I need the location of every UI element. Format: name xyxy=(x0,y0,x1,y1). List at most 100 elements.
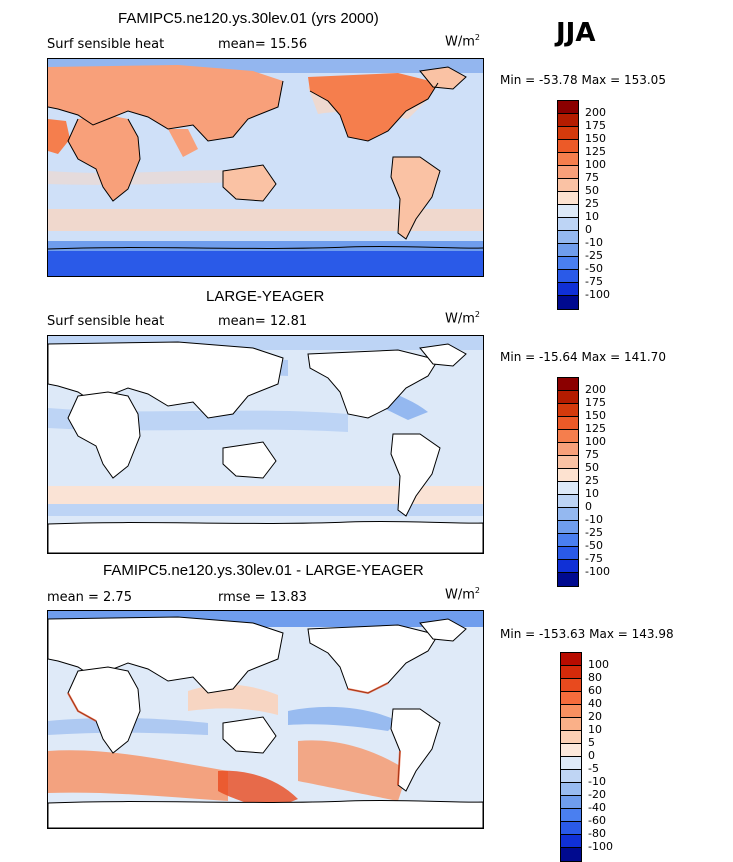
colorbar-swatch xyxy=(558,296,578,309)
panel2-colorbar-swatches xyxy=(557,377,579,587)
panel1-minmax: Min = -53.78 Max = 153.05 xyxy=(500,73,666,87)
panel3-mean-label: mean = 2.75 xyxy=(47,590,132,605)
panel3-map xyxy=(47,610,484,829)
panel2-map xyxy=(47,335,484,554)
colorbar-tick-label: -100 xyxy=(585,565,610,578)
colorbar-tick-label: -10 xyxy=(588,775,606,788)
colorbar-swatch xyxy=(561,731,581,744)
colorbar-swatch xyxy=(561,809,581,822)
colorbar-swatch xyxy=(558,482,578,495)
panel1-mean-label: mean= 15.56 xyxy=(218,37,308,52)
colorbar-swatch xyxy=(561,692,581,705)
colorbar-swatch xyxy=(561,666,581,679)
colorbar-tick-label: 125 xyxy=(585,422,606,435)
colorbar-swatch xyxy=(558,573,578,586)
colorbar-tick-label: -10 xyxy=(585,513,603,526)
colorbar-swatch xyxy=(558,495,578,508)
panel1-colorbar-swatches xyxy=(557,100,579,310)
colorbar-swatch xyxy=(558,283,578,296)
colorbar-swatch xyxy=(561,705,581,718)
colorbar-tick-label: -80 xyxy=(588,827,606,840)
colorbar-tick-label: 25 xyxy=(585,197,599,210)
colorbar-tick-label: 60 xyxy=(588,684,602,697)
colorbar-tick-label: -50 xyxy=(585,539,603,552)
colorbar-swatch xyxy=(558,270,578,283)
panel2-minmax: Min = -15.64 Max = 141.70 xyxy=(500,350,666,364)
colorbar-swatch xyxy=(561,653,581,666)
colorbar-swatch xyxy=(558,404,578,417)
colorbar-swatch xyxy=(561,744,581,757)
panel2-units: W/m2 xyxy=(445,310,480,327)
panel2-mean-label: mean= 12.81 xyxy=(218,314,308,329)
colorbar-tick-label: 20 xyxy=(588,710,602,723)
panel2-variable-label: Surf sensible heat xyxy=(47,314,165,329)
colorbar-swatch xyxy=(558,521,578,534)
colorbar-tick-label: -50 xyxy=(585,262,603,275)
colorbar-swatch xyxy=(558,443,578,456)
colorbar-swatch xyxy=(561,822,581,835)
colorbar-swatch xyxy=(558,534,578,547)
panel3-colorbar xyxy=(560,652,582,862)
colorbar-tick-label: -75 xyxy=(585,275,603,288)
colorbar-swatch xyxy=(558,231,578,244)
colorbar-tick-label: 200 xyxy=(585,383,606,396)
colorbar-tick-label: -100 xyxy=(588,840,613,853)
panel2-title: LARGE-YEAGER xyxy=(206,288,325,305)
colorbar-tick-label: 150 xyxy=(585,132,606,145)
colorbar-tick-label: -100 xyxy=(585,288,610,301)
colorbar-tick-label: -25 xyxy=(585,249,603,262)
colorbar-tick-label: 200 xyxy=(585,106,606,119)
colorbar-swatch xyxy=(561,770,581,783)
colorbar-swatch xyxy=(561,848,581,861)
panel3-colorbar-swatches xyxy=(560,652,582,862)
season-label: JJA xyxy=(556,18,596,48)
colorbar-tick-label: 0 xyxy=(585,500,592,513)
colorbar-swatch xyxy=(558,508,578,521)
colorbar-tick-label: -20 xyxy=(588,788,606,801)
colorbar-tick-label: 175 xyxy=(585,396,606,409)
colorbar-swatch xyxy=(558,205,578,218)
colorbar-tick-label: -10 xyxy=(585,236,603,249)
colorbar-swatch xyxy=(558,257,578,270)
colorbar-swatch xyxy=(558,560,578,573)
colorbar-tick-label: 25 xyxy=(585,474,599,487)
colorbar-tick-label: 40 xyxy=(588,697,602,710)
colorbar-swatch xyxy=(558,140,578,153)
colorbar-tick-label: -40 xyxy=(588,801,606,814)
colorbar-tick-label: 150 xyxy=(585,409,606,422)
colorbar-tick-label: 80 xyxy=(588,671,602,684)
colorbar-swatch xyxy=(558,101,578,114)
colorbar-swatch xyxy=(561,796,581,809)
panel3-minmax: Min = -153.63 Max = 143.98 xyxy=(500,627,674,641)
colorbar-tick-label: 10 xyxy=(585,210,599,223)
colorbar-swatch xyxy=(558,218,578,231)
colorbar-tick-label: 75 xyxy=(585,448,599,461)
colorbar-tick-label: 75 xyxy=(585,171,599,184)
colorbar-tick-label: -60 xyxy=(588,814,606,827)
colorbar-swatch xyxy=(558,430,578,443)
colorbar-tick-label: 175 xyxy=(585,119,606,132)
colorbar-swatch xyxy=(561,718,581,731)
colorbar-tick-label: 100 xyxy=(585,158,606,171)
colorbar-swatch xyxy=(558,547,578,560)
colorbar-tick-label: 50 xyxy=(585,461,599,474)
panel1-units: W/m2 xyxy=(445,33,480,50)
colorbar-swatch xyxy=(558,417,578,430)
colorbar-tick-label: 0 xyxy=(588,749,595,762)
colorbar-swatch xyxy=(558,192,578,205)
colorbar-swatch xyxy=(558,153,578,166)
panel1-map xyxy=(47,58,484,277)
colorbar-tick-label: 125 xyxy=(585,145,606,158)
colorbar-tick-label: 0 xyxy=(585,223,592,236)
colorbar-swatch xyxy=(558,114,578,127)
colorbar-tick-label: -75 xyxy=(585,552,603,565)
panel1-variable-label: Surf sensible heat xyxy=(47,37,165,52)
colorbar-swatch xyxy=(561,783,581,796)
colorbar-swatch xyxy=(558,469,578,482)
colorbar-tick-label: 10 xyxy=(585,487,599,500)
colorbar-swatch xyxy=(558,127,578,140)
panel3-title: FAMIPC5.ne120.ys.30lev.01 - LARGE-YEAGER xyxy=(103,562,424,579)
colorbar-tick-label: 100 xyxy=(585,435,606,448)
colorbar-swatch xyxy=(558,391,578,404)
colorbar-swatch xyxy=(558,456,578,469)
